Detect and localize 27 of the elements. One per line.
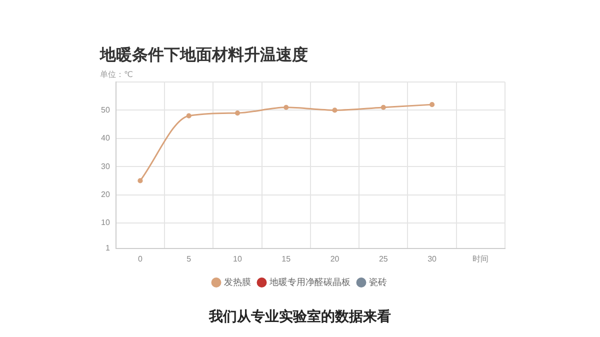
y-tick-label: 40 — [100, 134, 110, 143]
chart-title: 地暖条件下地面材料升温速度 — [100, 45, 308, 66]
x-tick-label: 30 — [428, 254, 438, 264]
point — [284, 104, 289, 110]
legend-label: 地暖专用净醛碳晶板 — [268, 276, 350, 288]
x-tick-label: 10 — [233, 254, 242, 264]
x-tick-label: 15 — [282, 254, 292, 264]
y-tick-label: 1 — [105, 244, 110, 253]
point — [332, 108, 338, 113]
point — [234, 110, 240, 116]
x-tick-label: 20 — [330, 254, 340, 264]
y-tick-label: 30 — [100, 162, 110, 171]
legend-label: 瓷砖 — [368, 276, 387, 288]
point — [380, 104, 386, 110]
point — [138, 178, 143, 184]
x-tick-label: 25 — [378, 254, 388, 264]
x-tick-label: 5 — [186, 254, 192, 264]
x-tick-label: 时间 — [472, 254, 489, 264]
y-tick-label: 50 — [100, 105, 110, 114]
y-tick-label: 10 — [100, 218, 110, 228]
chart-subtitle: 单位：℃ — [100, 69, 133, 80]
point — [429, 102, 435, 108]
point — [186, 113, 192, 118]
text: 我们从专业实验室的数据来看 — [208, 308, 392, 326]
x-tick-label: 0 — [138, 254, 143, 264]
y-tick-label: 20 — [100, 190, 110, 200]
legend-label: 发热膜 — [224, 276, 251, 288]
